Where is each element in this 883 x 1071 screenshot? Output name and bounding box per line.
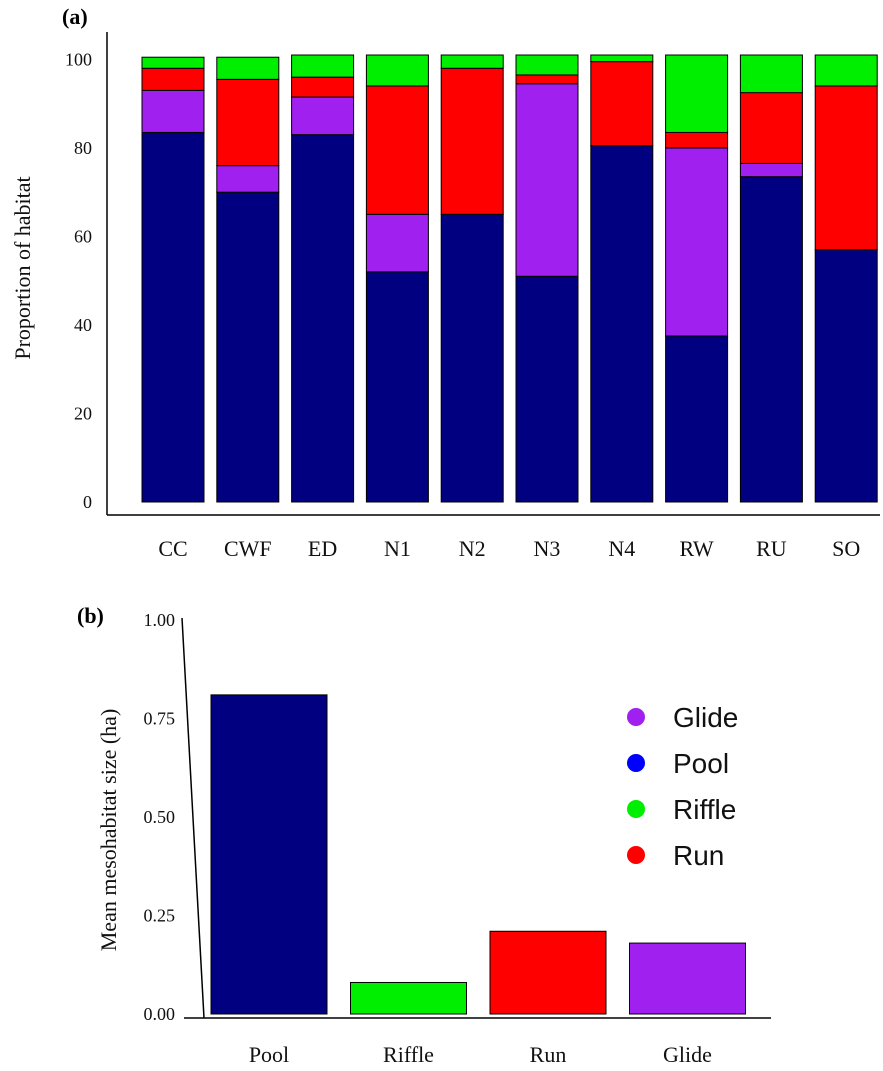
legend-marker-glide — [627, 708, 645, 726]
y-tick-label: 20 — [74, 403, 92, 423]
panel-b: (b) Mean mesohabitat size (ha) 0.000.250… — [77, 603, 771, 1067]
bar-ed-run — [291, 76, 355, 98]
bar-glide — [629, 942, 746, 1015]
x-tick-label: CC — [158, 536, 187, 561]
x-tick-label: N2 — [459, 536, 486, 561]
bar-cwf-pool — [216, 191, 280, 503]
panel-a-bars — [141, 54, 878, 503]
bar-rw-riffle — [665, 54, 729, 133]
y-tick-label: 0.00 — [144, 1004, 176, 1024]
x-tick-label: CWF — [224, 536, 272, 561]
bar-n2-run — [440, 67, 504, 215]
panel-a-y-axis-label: Proportion of habitat — [10, 176, 35, 359]
bar-cwf-glide — [216, 165, 280, 193]
x-tick-label: Run — [530, 1042, 567, 1067]
bar-so-riffle — [814, 54, 878, 87]
bar-so-run — [814, 85, 878, 251]
y-tick-label: 0.50 — [144, 807, 176, 827]
bar-n2-riffle — [440, 54, 504, 69]
bar-cwf-riffle — [216, 56, 280, 80]
bar-riffle — [350, 981, 467, 1015]
x-tick-label: RW — [679, 536, 713, 561]
y-tick-label: 0.75 — [144, 709, 176, 729]
panel-b-label: (b) — [77, 603, 104, 628]
panel-b-y-axis-label: Mean mesohabitat size (ha) — [96, 709, 121, 952]
y-tick-label: 0 — [83, 492, 92, 512]
y-tick-label: 40 — [74, 315, 92, 335]
bar-n3-glide — [515, 83, 579, 277]
panel-b-x-ticks: Pool Riffle Run Glide — [249, 1042, 712, 1067]
bar-n1-riffle — [365, 54, 429, 87]
legend-label-run: Run — [673, 840, 724, 871]
legend-marker-run — [627, 846, 645, 864]
x-tick-label: Pool — [249, 1042, 289, 1067]
y-tick-label: 60 — [74, 226, 92, 246]
bar-ed-pool — [291, 134, 355, 503]
legend-marker-pool — [627, 754, 645, 772]
bar-cc-glide — [141, 89, 205, 133]
y-tick-label: 100 — [65, 49, 92, 69]
bar-n1-run — [365, 85, 429, 215]
bar-n3-pool — [515, 275, 579, 503]
bar-n1-pool — [365, 271, 429, 503]
panel-a-x-ticks: CC CWF ED N1 N2 N3 N4 RW RU SO — [158, 536, 860, 561]
bar-n3-run — [515, 74, 579, 85]
bar-ru-riffle — [739, 54, 803, 94]
x-tick-label: SO — [832, 536, 860, 561]
x-tick-label: ED — [308, 536, 337, 561]
bar-ed-riffle — [291, 54, 355, 78]
bar-n4-run — [590, 61, 654, 147]
bar-so-pool — [814, 249, 878, 503]
legend-marker-riffle — [627, 800, 645, 818]
y-tick-label: 1.00 — [144, 610, 176, 630]
bar-rw-run — [665, 131, 729, 149]
bar-ru-pool — [739, 176, 803, 503]
panel-b-y-axis — [181, 617, 205, 1019]
bar-cc-run — [141, 67, 205, 91]
panel-b-y-ticks: 0.00 0.25 0.50 0.75 1.00 — [144, 610, 176, 1024]
bar-ru-run — [739, 92, 803, 164]
bar-ed-glide — [291, 96, 355, 136]
x-tick-label: Riffle — [383, 1042, 434, 1067]
panel-b-bars — [210, 694, 746, 1015]
bar-rw-pool — [665, 335, 729, 503]
bar-cc-riffle — [141, 56, 205, 69]
x-tick-label: RU — [756, 536, 787, 561]
legend-label-glide: Glide — [673, 702, 738, 733]
bar-cwf-run — [216, 78, 280, 167]
legend-label-pool: Pool — [673, 748, 729, 779]
bar-cc-pool — [141, 131, 205, 503]
bar-ru-glide — [739, 162, 803, 178]
y-tick-label: 0.25 — [144, 906, 176, 926]
x-tick-label: N3 — [534, 536, 561, 561]
bar-n2-pool — [440, 213, 504, 503]
panel-a: (a) Proportion of habitat 0 20 40 60 80 100 C… — [10, 4, 880, 561]
panel-b-legend: Glide Pool Riffle Run — [627, 702, 738, 871]
x-tick-label: N1 — [384, 536, 411, 561]
bar-n4-riffle — [590, 54, 654, 63]
panel-a-label: (a) — [62, 4, 88, 29]
panel-a-y-ticks: 0 20 40 60 80 100 — [65, 49, 92, 512]
x-tick-label: N4 — [608, 536, 635, 561]
x-tick-label: Glide — [663, 1042, 712, 1067]
bar-n3-riffle — [515, 54, 579, 76]
bar-rw-glide — [665, 147, 729, 337]
bar-n4-pool — [590, 145, 654, 503]
bar-pool — [210, 694, 328, 1015]
legend-label-riffle: Riffle — [673, 794, 736, 825]
bar-run — [489, 930, 607, 1015]
y-tick-label: 80 — [74, 138, 92, 158]
bar-n1-glide — [365, 213, 429, 273]
